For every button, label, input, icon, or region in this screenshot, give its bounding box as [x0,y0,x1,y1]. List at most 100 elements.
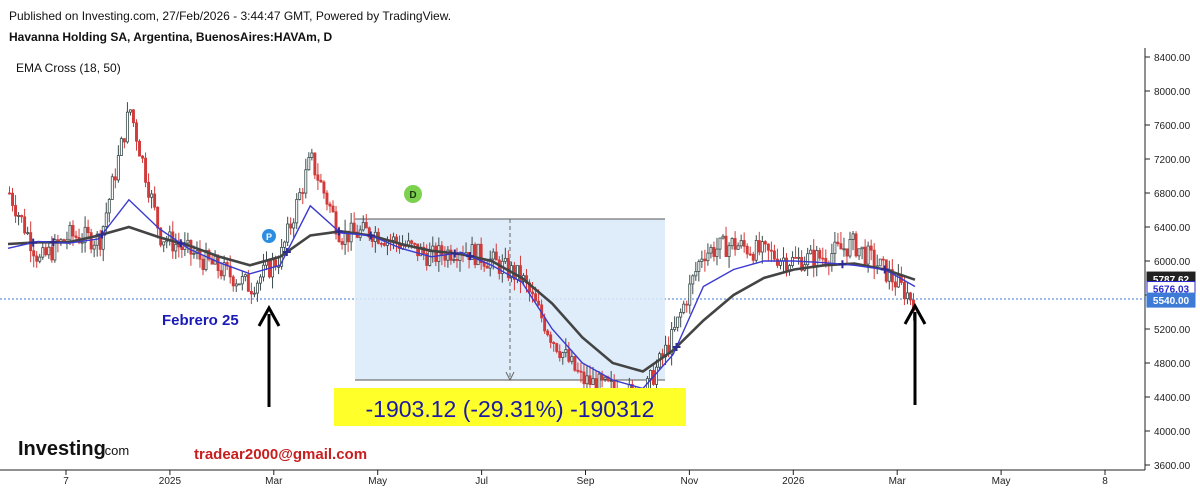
candle-body [258,276,262,284]
candle-body [836,241,840,245]
candle-body [748,253,752,256]
right-arrow [903,302,927,405]
candle-body [286,223,290,243]
x-tick-label: May [368,476,387,487]
candle-body [41,247,45,258]
candle-body [537,300,541,306]
logo-suffix: .com [101,443,129,458]
logo-brand: Investing [18,438,106,460]
x-axis: 7 2025 Mar May Jul Sep Nov 2026 Mar May 8 [63,470,1108,487]
x-tick-label: Sep [577,476,595,487]
candle-body [881,258,885,261]
candle-body [425,253,429,266]
candle-body [570,356,574,362]
candle-body [579,370,583,373]
candle-body [379,242,383,245]
x-tick-label: Jul [475,476,488,487]
candle-body [177,243,181,248]
candle-body [815,250,819,268]
candle-body [35,255,39,262]
candle-body [32,250,36,257]
candle-body [92,244,96,250]
candle-body [682,303,686,313]
candle-body [249,290,253,295]
x-tick-label: Nov [681,476,699,487]
candle-body [679,312,683,318]
ema-fast-line [7,198,916,390]
candle-body [851,233,855,240]
candle-body [304,169,308,194]
candle-body [138,140,141,157]
candle-body [473,244,477,266]
candle-body [107,199,111,214]
candle-body [685,303,689,306]
candle-body [141,155,144,159]
candle-body [80,241,84,244]
cross-marker [366,231,375,240]
candle-body [222,262,226,277]
febrero-label: Febrero 25 [162,312,239,329]
candle-body [800,256,804,271]
candle-body [113,176,117,181]
candle-body [555,343,559,352]
candle-body [706,252,710,262]
candle-body [724,235,728,257]
candle-body [715,248,719,257]
candle-body [745,245,749,255]
candle-body [219,270,223,277]
marker-d-text: D [409,190,416,201]
candle-body [794,257,798,259]
candle-body [38,256,42,262]
candle-body [797,256,801,259]
candle-body [86,226,90,234]
candle-body [437,245,441,262]
candle-body [754,240,758,261]
candle-body [839,243,843,250]
candle-body [730,238,734,247]
candle-body [53,239,57,261]
candle-body [104,212,108,227]
candle-body [585,375,589,385]
y-tick-label: 4400.00 [1154,393,1191,404]
candle-body [116,155,120,181]
candle-body [89,232,93,250]
candle-body [125,111,129,143]
candle-body [295,198,299,224]
event-marker-p[interactable]: P [262,229,276,243]
candle-body [216,255,220,272]
candle-body [428,251,432,266]
candle-body [582,371,586,385]
candle-body [135,122,138,142]
candle-body [331,205,335,213]
candle-body [416,243,420,257]
price-badge-label: 5787.62 [1153,275,1190,286]
email-label: tradear2000@gmail.com [194,446,367,463]
candle-body [243,274,247,277]
x-tick-label: 2025 [159,476,182,487]
candle-body [552,342,556,344]
cross-marker [98,230,107,239]
candle-body [364,222,368,229]
candle-body [751,253,755,261]
candle-body [688,283,692,306]
left-arrow [257,304,281,407]
candle-body [863,246,867,265]
candle-body [74,235,78,238]
candle-body [721,235,725,239]
candle-body [174,243,178,252]
candle-body [806,253,810,266]
candle-body [709,247,713,254]
event-marker-d[interactable]: D [404,185,422,203]
cross-marker [282,248,291,257]
measure-arrow-head [505,371,515,382]
cross-marker [176,239,185,248]
candle-body [316,174,320,181]
candle-body [319,179,323,183]
candle-body [68,225,72,241]
measure-label-bg [334,388,686,426]
candle-body [742,240,746,247]
candle-body [700,258,704,262]
candle-body [14,205,18,217]
candle-body [848,238,852,257]
